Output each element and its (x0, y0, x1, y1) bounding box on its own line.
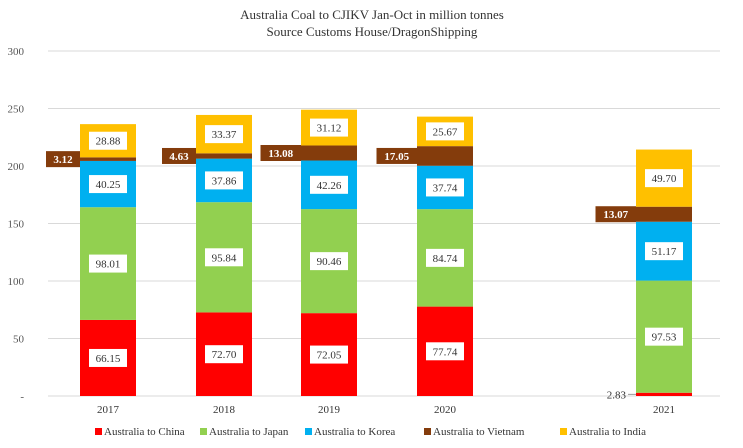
chart-subtitle: Source Customs House/DragonShipping (267, 24, 478, 39)
y-tick-label: - (20, 391, 24, 403)
data-label-box (310, 252, 348, 271)
data-label-box (310, 175, 348, 194)
data-label: 49.70 (652, 173, 677, 185)
legend-swatch (305, 428, 312, 435)
y-tick-label: 100 (8, 276, 25, 288)
bar-segment-australia-to-vietnam (80, 157, 136, 161)
x-tick-label: 2018 (213, 404, 236, 416)
data-label-box (426, 122, 464, 141)
y-tick-label: 200 (8, 161, 25, 173)
data-label: 95.84 (212, 252, 237, 264)
data-label: 37.86 (212, 175, 237, 187)
data-label-box (426, 248, 464, 267)
data-label-box (46, 151, 80, 168)
data-labels: 66.15 98.01 40.25 3.12 28.88 72.70 95.84 37.86 4… (46, 118, 683, 401)
legend-label: Australia to China (104, 426, 185, 438)
chart-title: Australia Coal to CJIKV Jan-Oct in milli… (240, 7, 504, 22)
data-label-box (595, 206, 636, 223)
data-label: 66.15 (96, 353, 121, 365)
gridlines (48, 50, 720, 397)
data-label-box (310, 345, 348, 364)
y-tick-label: 150 (8, 219, 25, 231)
data-label: 28.88 (96, 136, 121, 148)
data-label: 84.74 (433, 253, 458, 265)
data-label: 4.63 (169, 151, 189, 163)
y-tick-label: 300 (8, 46, 25, 58)
data-label: 37.74 (433, 182, 458, 194)
data-label-box (645, 327, 683, 346)
data-label-box (645, 169, 683, 188)
data-label-box (645, 242, 683, 261)
data-label-box (205, 171, 243, 190)
data-label-box (426, 178, 464, 197)
data-label: 77.74 (433, 346, 458, 358)
legend-label: Australia to India (569, 426, 646, 438)
bar-segment-australia-to-vietnam (636, 206, 692, 222)
data-label: 31.12 (317, 123, 342, 135)
legend: Australia to China Australia to Japan Aust… (95, 426, 646, 438)
data-label: 40.25 (96, 179, 121, 191)
legend-label: Australia to Vietnam (433, 426, 525, 438)
data-label: 13.08 (268, 148, 293, 160)
bar-segment-australia-to-vietnam (301, 145, 357, 161)
data-label-box (205, 248, 243, 267)
x-tick-label: 2017 (97, 404, 120, 416)
data-label: 3.12 (53, 154, 73, 166)
data-label: 51.17 (652, 246, 677, 258)
legend-swatch (200, 428, 207, 435)
legend-swatch (424, 428, 431, 435)
data-label: 2.83 (607, 389, 627, 401)
data-label-box (89, 131, 127, 150)
x-tick-label: 2019 (318, 404, 341, 416)
data-label: 42.26 (317, 180, 342, 192)
data-label-box (376, 147, 417, 164)
bar-segment-australia-to-vietnam (196, 153, 252, 159)
legend-swatch (560, 428, 567, 435)
data-label: 90.46 (317, 256, 342, 268)
data-label-box (162, 147, 196, 164)
x-tick-label: 2021 (653, 404, 675, 416)
data-label: 17.05 (384, 151, 409, 163)
data-label: 25.67 (433, 126, 458, 138)
data-label: 72.05 (317, 350, 342, 362)
data-label: 98.01 (96, 259, 121, 271)
y-axis-ticks: - 50 100 150 200 250 300 (8, 46, 25, 403)
data-label-box (89, 348, 127, 367)
legend-label: Australia to Korea (314, 426, 395, 438)
bar-segment-australia-to-vietnam (417, 146, 473, 166)
x-tick-label: 2020 (434, 404, 457, 416)
legend-label: Australia to Japan (209, 426, 289, 438)
data-label-box (205, 345, 243, 364)
y-tick-label: 250 (8, 104, 25, 116)
data-label-box (426, 342, 464, 361)
data-label: 97.53 (652, 332, 677, 344)
bar-segment-australia-to-china (636, 392, 692, 396)
y-tick-label: 50 (13, 334, 25, 346)
data-label-box (205, 125, 243, 144)
legend-swatch (95, 428, 102, 435)
x-axis-ticks: 2017 2018 2019 2020 2021 (97, 404, 675, 416)
data-label: 13.07 (603, 209, 628, 221)
data-label: 33.37 (212, 129, 237, 141)
data-label-box (260, 144, 301, 161)
data-label-box (310, 118, 348, 137)
data-label-box (89, 254, 127, 273)
data-label-box (89, 175, 127, 194)
data-label: 72.70 (212, 349, 237, 361)
